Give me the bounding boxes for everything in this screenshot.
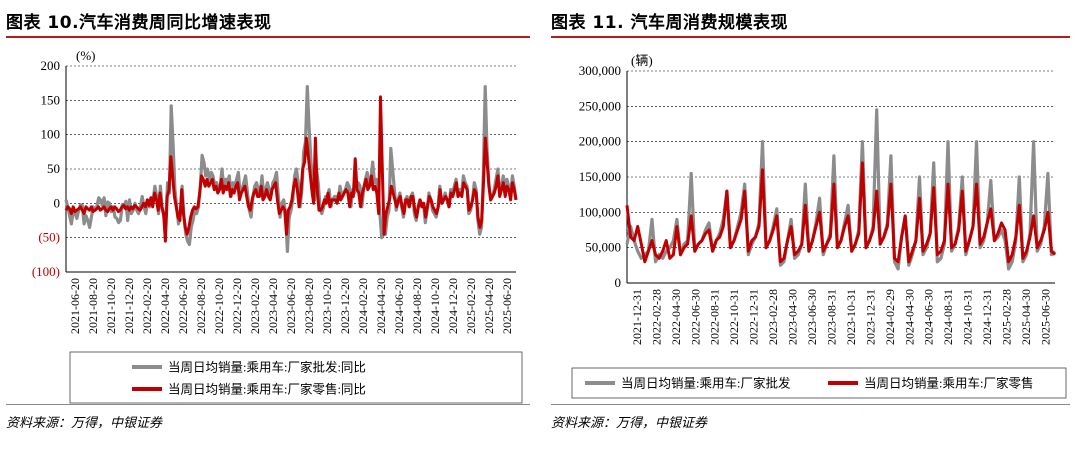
- x-tick-label: 2022-08-31: [708, 289, 722, 345]
- x-tick-label: 2023-10-31: [844, 289, 858, 345]
- x-tick-label: 2025-06-30: [1038, 289, 1052, 345]
- chart-panel-yoy: 图表 10.汽车消费周同比增速表现 (%) 200 150 100 50 0 (50) (10…: [6, 13, 530, 431]
- x-tick-label: 2022-12-31: [747, 289, 761, 345]
- x-tick-label: 2022-10-31: [727, 289, 741, 345]
- y-tick-label: 200,000: [579, 134, 621, 149]
- x-tick-label: 2023-10-20: [320, 278, 334, 334]
- title-rule: [551, 36, 1070, 38]
- legend-box: [571, 367, 1067, 399]
- x-tick-label: 2024-08-20: [410, 278, 424, 334]
- x-tick-label: 2024-02-20: [356, 278, 370, 334]
- x-tick-label: 2021-10-20: [104, 278, 118, 334]
- x-tick-label: 2024-04-30: [902, 289, 916, 345]
- y-tick-label: 0: [54, 195, 61, 210]
- line-chart-volume: (辆) 300,000 250,000 200,000 150,000 100,000 50…: [571, 53, 1067, 399]
- legend-label: 当周日均销量:乘用车:厂家零售: [864, 376, 1033, 391]
- x-tick-label: 2022-02-20: [140, 278, 154, 334]
- x-tick-label: 2022-10-20: [212, 278, 226, 334]
- x-tick-label: 2021-12-31: [630, 289, 644, 345]
- legend-label: 当周日均销量:乘用车:厂家批发: [621, 376, 791, 391]
- x-tick-label: 2025-04-20: [482, 278, 496, 334]
- x-tick-label: 2025-04-30: [1019, 289, 1033, 345]
- x-tick-label: 2024-12-31: [980, 289, 994, 345]
- x-tick-label: 2024-10-20: [428, 278, 442, 334]
- series-line-retail: [625, 161, 1057, 264]
- x-tick-label: 2022-06-20: [176, 278, 190, 334]
- x-tick-label: 2022-02-28: [649, 289, 663, 345]
- x-tick-label: 2023-04-30: [786, 289, 800, 345]
- source-note: 资料来源：万得，中银证券: [551, 416, 708, 431]
- legend-box: [69, 351, 523, 404]
- x-tick-label: 2021-12-20: [122, 278, 136, 334]
- x-tick-label: 2022-06-30: [688, 289, 702, 345]
- y-tick-label: 100: [41, 127, 61, 142]
- y-tick-label: (100): [32, 264, 60, 279]
- x-tick-label: 2023-12-31: [863, 289, 877, 345]
- y-tick-label: 250,000: [579, 98, 621, 113]
- y-tick-label: 0: [615, 275, 622, 290]
- y-tick-label: 50: [47, 161, 60, 176]
- x-tick-label: 2023-12-20: [338, 278, 352, 334]
- y-tick-label: (50): [38, 230, 60, 245]
- x-tick-label: 2023-06-20: [284, 278, 298, 334]
- x-tick-label: 2024-08-31: [941, 289, 955, 345]
- source-note: 资料来源：万得，中银证券: [6, 416, 163, 431]
- x-tick-label: 2022-08-20: [194, 278, 208, 334]
- x-tick-label: 2025-02-20: [464, 278, 478, 334]
- y-tick-label: 150: [41, 92, 61, 107]
- x-tick-label: 2021-06-20: [68, 278, 82, 334]
- x-tick-label: 2023-08-20: [302, 278, 316, 334]
- x-tick-label: 2022-04-30: [669, 289, 683, 345]
- x-tick-label: 2024-02-29: [883, 289, 897, 345]
- chart-panel-volume: 图表 11. 汽车周消费规模表现 (辆) 300,000 250,000 200,00…: [545, 0, 1080, 476]
- source-rule: [6, 404, 530, 405]
- x-tick-label: 2024-04-20: [374, 278, 388, 334]
- series-line-retail: [64, 95, 518, 243]
- x-tick-label: 2023-08-31: [824, 289, 838, 345]
- x-tick-label: 2021-08-20: [86, 278, 100, 334]
- title-rule: [6, 36, 530, 38]
- y-tick-label: 300,000: [579, 63, 621, 78]
- x-tick-label: 2024-06-20: [392, 278, 406, 334]
- legend-label: 当周日均销量:乘用车:厂家批发:同比: [168, 360, 366, 375]
- series-line-wholesale: [625, 108, 1057, 271]
- chart-title: 图表 10.汽车消费周同比增速表现: [6, 13, 272, 33]
- x-tick-label: 2023-04-20: [266, 278, 280, 334]
- y-axis-unit-label: (%): [76, 48, 96, 63]
- y-axis-unit-label: (辆): [631, 53, 653, 68]
- x-tick-label: 2024-06-30: [922, 289, 936, 345]
- x-tick-label: 2023-02-20: [248, 278, 262, 334]
- x-tick-label: 2025-02-28: [1000, 289, 1014, 345]
- line-chart-yoy: (%) 200 150 100 50 0 (50) (100) 2021-06-20 2021-0…: [32, 48, 523, 404]
- y-tick-label: 100,000: [579, 204, 621, 219]
- chart-title: 图表 11. 汽车周消费规模表现: [551, 13, 788, 33]
- x-tick-label: 2023-02-28: [766, 289, 780, 345]
- x-tick-label: 2022-12-20: [230, 278, 244, 334]
- x-tick-label: 2022-04-20: [158, 278, 172, 334]
- y-tick-label: 200: [41, 58, 61, 73]
- source-rule: [551, 404, 1070, 405]
- x-tick-label: 2024-10-31: [961, 289, 975, 345]
- x-tick-label: 2025-06-20: [500, 278, 514, 334]
- x-tick-label: 2024-12-20: [446, 278, 460, 334]
- legend-label: 当周日均销量:乘用车:厂家零售:同比: [168, 382, 366, 397]
- y-tick-label: 150,000: [579, 169, 621, 184]
- y-tick-label: 50,000: [585, 240, 621, 255]
- x-tick-label: 2023-06-30: [805, 289, 819, 345]
